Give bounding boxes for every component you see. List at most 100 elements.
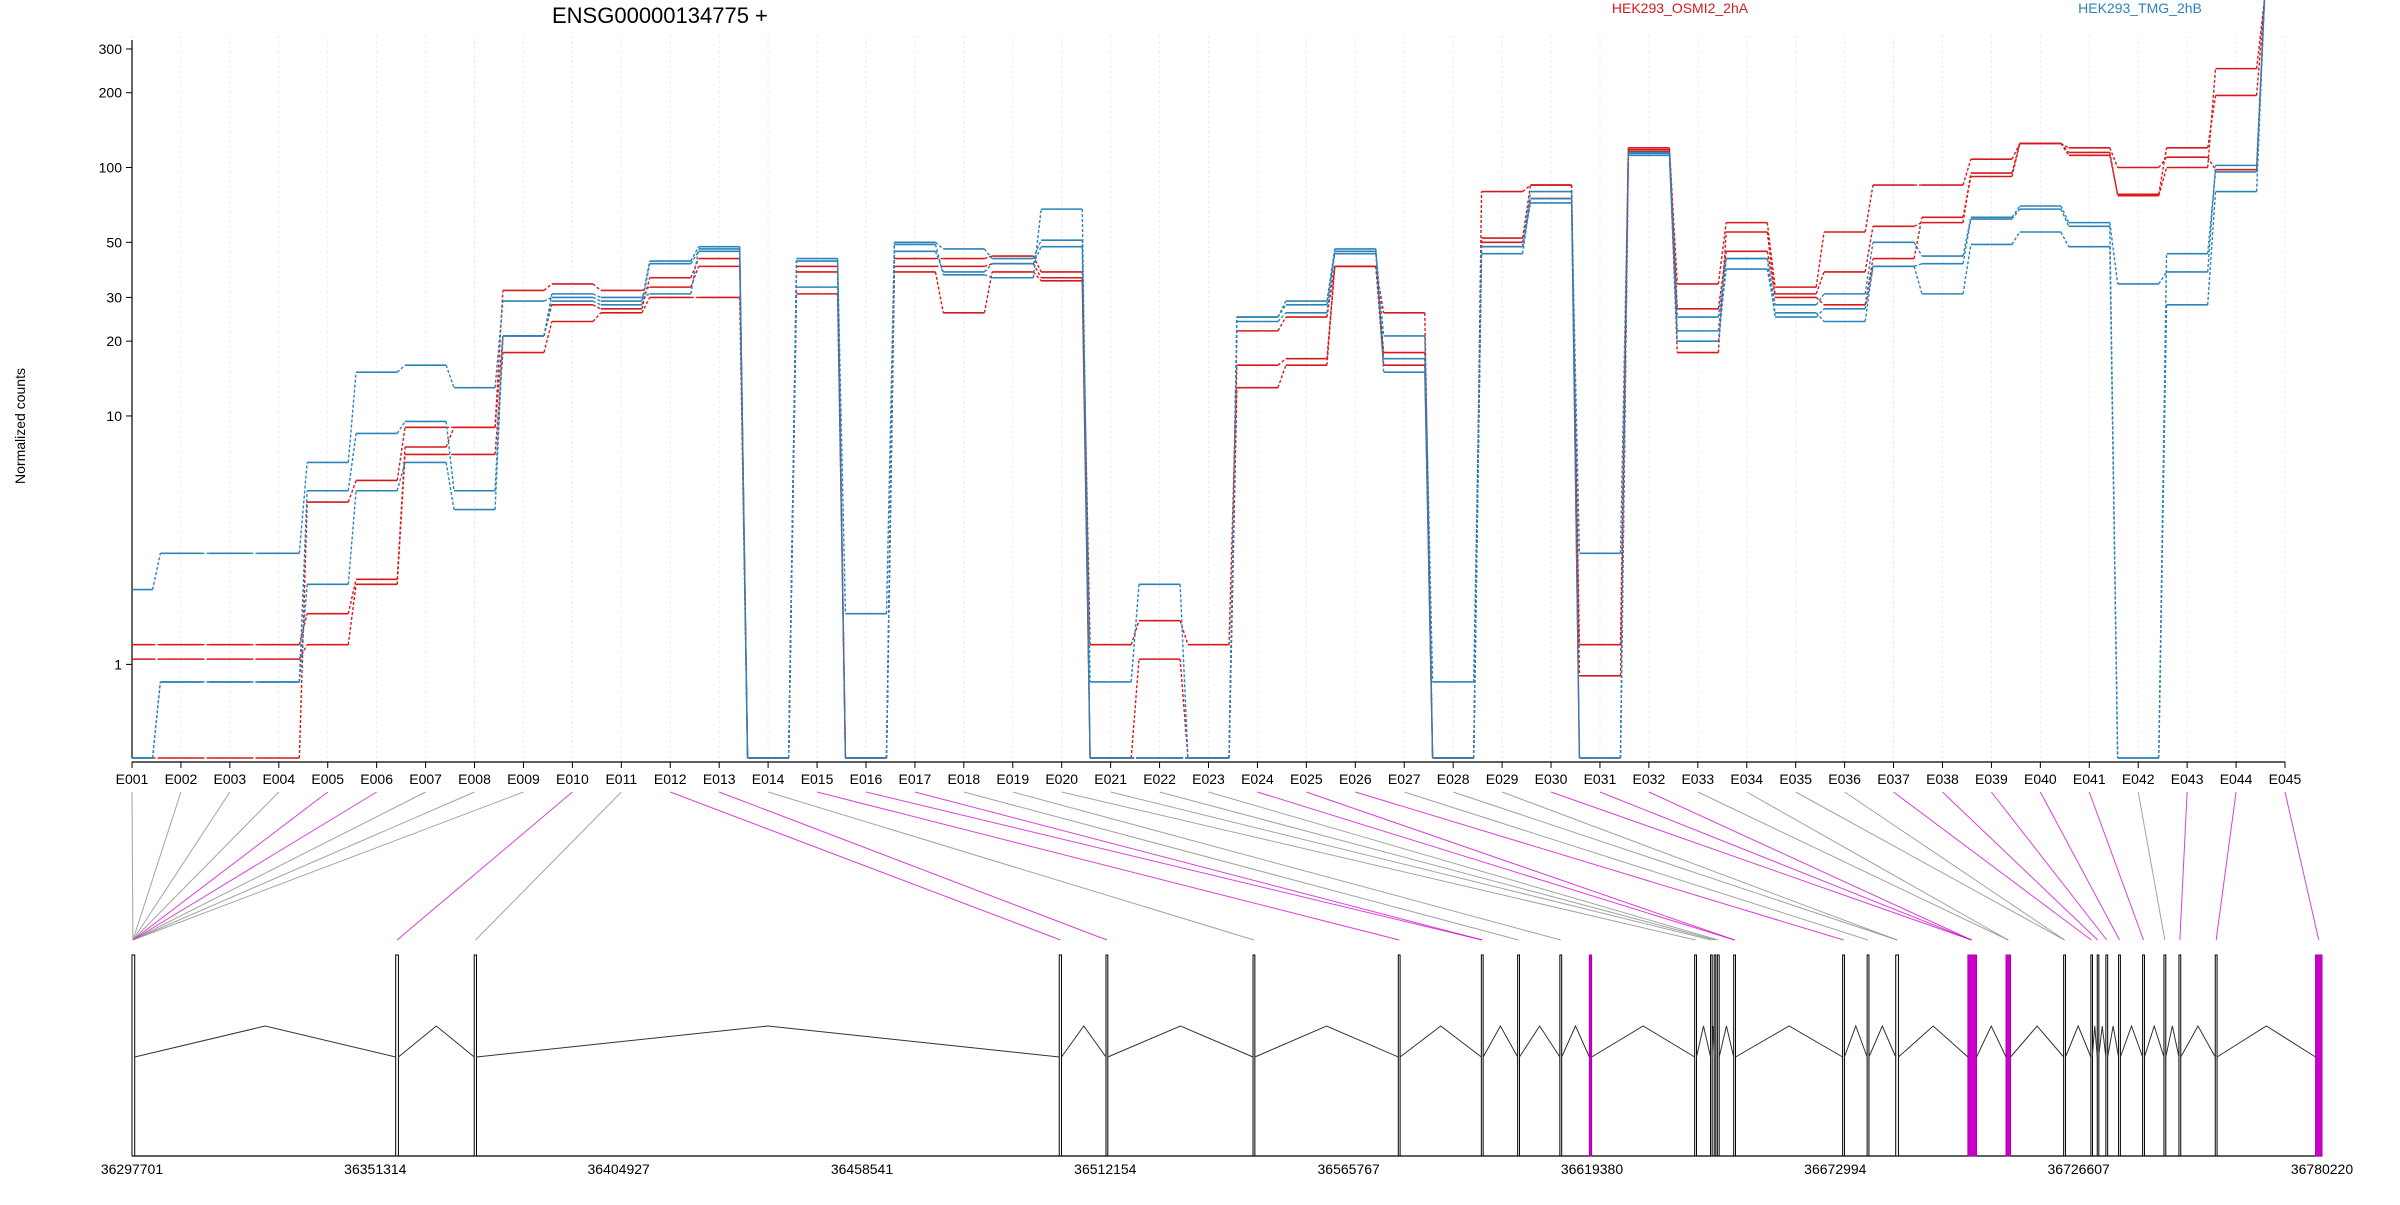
series-connector	[1473, 253, 1483, 682]
series-connector	[2011, 205, 2021, 218]
legend-entry: HEK293_OSMI2_2hA	[1612, 0, 1749, 16]
x-tick-label: E043	[2171, 771, 2204, 787]
genomic-tick-label: 36351314	[344, 1161, 407, 1177]
series-connector	[2206, 68, 2217, 168]
y-tick-label: 1	[114, 656, 122, 672]
legend-layer: HEK293_OSMI2_2hA HEK293_TMG_2hB	[1612, 0, 2202, 16]
series-connector	[1130, 584, 1140, 682]
series-connector	[396, 421, 406, 434]
series-connector	[347, 372, 357, 463]
intron-line	[1591, 1025, 1695, 1058]
exon-connector	[132, 791, 377, 941]
series-connector	[1815, 293, 1825, 306]
intron-line	[1718, 1025, 1735, 1058]
exon-connector	[816, 791, 1400, 941]
exon-connector	[1208, 791, 1719, 941]
series-connector	[1424, 358, 1434, 759]
series-connector	[1326, 266, 1336, 318]
y-tick-label: 20	[106, 333, 122, 349]
series-connector	[836, 258, 847, 614]
intron-line	[1482, 1024, 1519, 1058]
series-connector	[298, 490, 308, 682]
exon-connector	[1746, 791, 2009, 941]
x-tick-label: E038	[1926, 771, 1959, 787]
x-tick-label: E037	[1877, 771, 1910, 787]
x-tick-label: E017	[899, 771, 932, 787]
exon-connector	[1501, 791, 1898, 941]
series-connector	[1179, 659, 1189, 759]
series-connector	[2109, 222, 2119, 284]
series-connector	[885, 258, 896, 759]
series-connector	[1277, 365, 1287, 388]
exon-connector	[865, 791, 1483, 941]
intron-line	[1711, 1025, 1715, 1058]
series-connector	[2255, 0, 2266, 96]
series-connector	[1962, 158, 1972, 186]
series-connector	[592, 293, 602, 299]
exon-connector	[132, 791, 182, 941]
exon-box	[2063, 954, 2066, 1157]
exon-box	[1559, 954, 1563, 1157]
series-connector	[2207, 156, 2217, 171]
series-connector	[1375, 266, 1385, 353]
exon-connector	[1306, 791, 1735, 941]
intron-line	[1254, 1025, 1399, 1058]
x-tick-label: E002	[165, 771, 198, 787]
genomic-tick-label: 36297701	[101, 1161, 164, 1177]
exon-box	[1480, 954, 1484, 1157]
x-tick-label: E045	[2269, 771, 2302, 787]
series-connector	[1032, 271, 1042, 282]
x-tick-label: E044	[2220, 771, 2253, 787]
series-connector	[1717, 258, 1727, 318]
series-connector	[1766, 222, 1776, 288]
genomic-tick-label: 36672994	[1804, 1161, 1867, 1177]
series-connector	[1668, 155, 1678, 342]
series-connector	[2109, 152, 2119, 196]
series-connector	[1473, 246, 1483, 759]
exon-connector	[1404, 791, 1869, 941]
genomic-tick-label: 36565767	[1318, 1161, 1381, 1177]
series-connector	[1179, 584, 1189, 759]
series-connector	[690, 248, 700, 294]
exon-connector	[670, 791, 1061, 941]
series-connector	[1717, 258, 1727, 331]
series-connector	[1815, 296, 1825, 306]
x-tick-label: E028	[1437, 771, 1470, 787]
y-tick-label: 200	[99, 85, 123, 101]
exon-connector	[1550, 791, 1972, 941]
series-connector	[396, 427, 406, 481]
x-tick-label: E013	[703, 771, 736, 787]
exon-connector	[2179, 791, 2188, 941]
series-connector	[1864, 266, 1874, 309]
series-connector	[641, 286, 650, 292]
x-tick-label: E005	[311, 771, 344, 787]
series-connector	[2255, 0, 2266, 69]
exon-box	[2118, 954, 2121, 1157]
intron-line	[476, 1025, 1060, 1058]
series-connector	[1032, 209, 1042, 278]
exon-connector	[132, 791, 524, 941]
intron-line	[2165, 1025, 2180, 1058]
x-tick-label: E040	[2024, 771, 2057, 787]
genomic-tick-label: 36726607	[2048, 1161, 2111, 1177]
series-connector	[1815, 231, 1825, 288]
series-connector	[1277, 300, 1287, 318]
x-tick-label: E031	[1584, 771, 1617, 787]
series-connector	[1864, 258, 1874, 305]
series-connector	[1326, 266, 1336, 366]
series-connector	[1717, 269, 1727, 342]
series-connector	[1864, 184, 1874, 233]
exon-connector	[132, 791, 231, 941]
series-connector	[1570, 198, 1581, 645]
series-connector	[1130, 659, 1140, 759]
series-connector	[1228, 330, 1238, 759]
series-connector	[983, 248, 993, 260]
grid-layer	[131, 36, 2286, 762]
series-connector	[1815, 271, 1825, 295]
series-connector	[1913, 241, 1923, 257]
exon-box	[1588, 954, 1593, 1157]
series-connector	[1913, 217, 1923, 259]
x-tick-label: E042	[2122, 771, 2155, 787]
series-connector	[739, 251, 749, 759]
y-tick-label: 100	[99, 160, 123, 176]
